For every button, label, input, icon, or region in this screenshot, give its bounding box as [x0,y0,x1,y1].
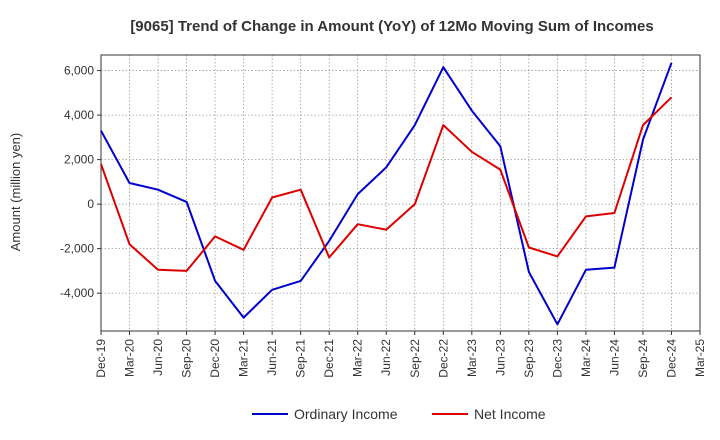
x-tick-label: Mar-20 [123,339,137,377]
legend-label: Net Income [474,406,546,422]
y-tick-label: 0 [87,197,94,211]
x-tick-label: Jun-22 [379,339,393,376]
x-tick-label: Mar-23 [465,339,479,377]
y-tick-label: -2,000 [60,242,94,256]
x-tick-label: Mar-21 [237,339,251,377]
x-tick-label: Jun-23 [493,339,507,376]
x-tick-label: Dec-24 [664,339,678,378]
y-tick-label: 4,000 [64,108,94,122]
x-tick-label: Sep-20 [180,339,194,378]
x-tick-label: Sep-21 [294,339,308,378]
y-tick-label: 2,000 [64,153,94,167]
x-axis: Dec-19 Mar-20 Jun-20 Sep-20 Dec-20 Mar-21 Jun-… [94,331,707,378]
series-line-2 [100,96,673,272]
series-group [100,62,673,326]
y-axis: -4,000 -2,000 0 2,000 4,000 6,000 [60,64,101,300]
y-axis-label: Amount (million yen) [8,133,23,252]
x-tick-label: Mar-24 [579,339,593,377]
plot-area [100,54,701,332]
series-line-1 [100,62,673,326]
x-tick-label: Sep-23 [522,339,536,378]
x-tick-label: Jun-24 [607,339,621,376]
x-tick-label: Jun-20 [151,339,165,376]
x-tick-label: Dec-22 [436,339,450,378]
x-tick-label: Dec-20 [208,339,222,378]
x-tick-label: Sep-24 [636,339,650,378]
chart-title: [9065] Trend of Change in Amount (YoY) o… [130,18,653,35]
x-tick-label: Dec-21 [322,339,336,378]
x-tick-label: Dec-23 [550,339,564,378]
x-tick-label: Dec-19 [94,339,108,378]
x-tick-label: Sep-22 [408,339,422,378]
legend-label: Ordinary Income [294,406,398,422]
y-tick-label: -4,000 [60,286,94,300]
grid [100,55,701,331]
x-tick-label: Jun-21 [265,339,279,376]
y-tick-label: 6,000 [64,64,94,78]
x-tick-label: Mar-25 [693,339,707,377]
legend: Ordinary Income Net Income [252,406,546,422]
x-tick-label: Mar-22 [351,339,365,377]
